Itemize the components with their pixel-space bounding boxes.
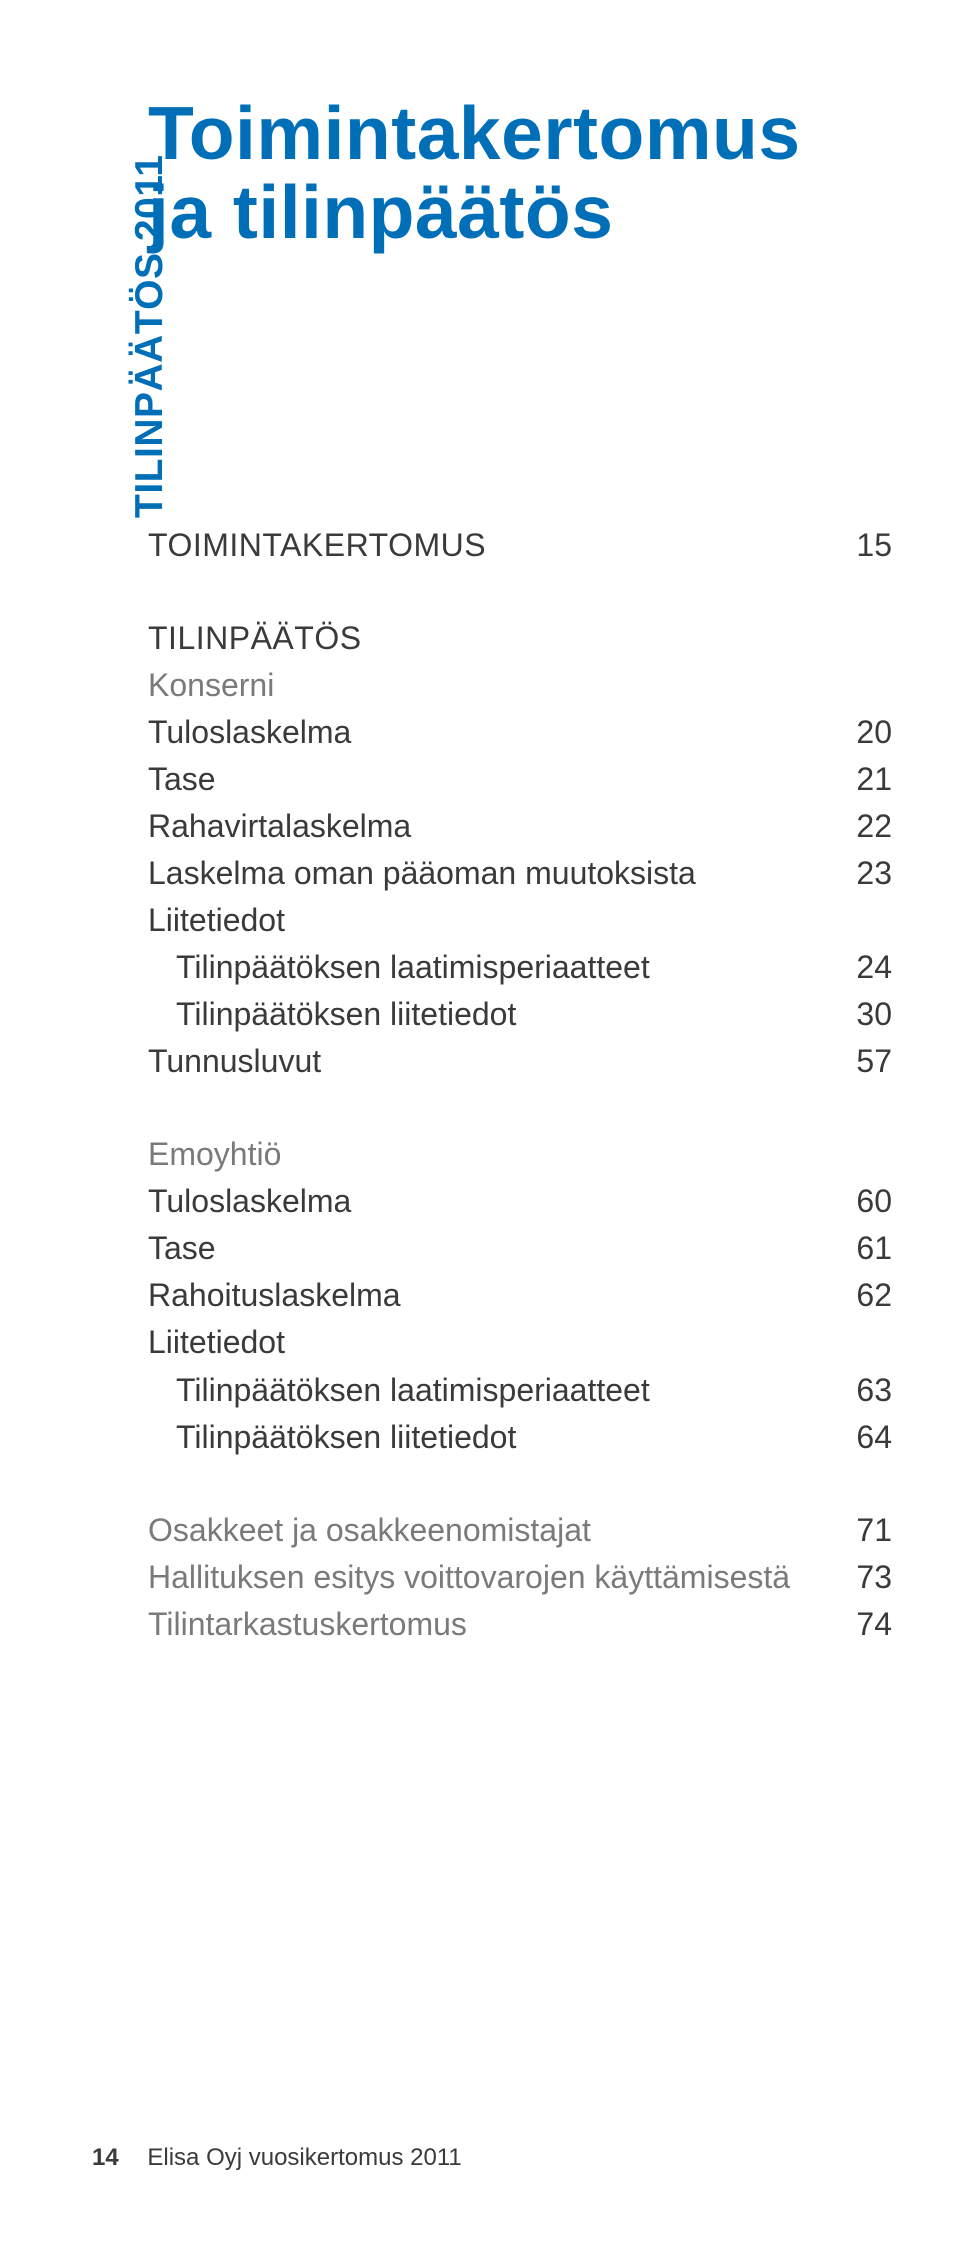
toc-label: Tilinpäätöksen liitetiedot xyxy=(148,1414,516,1461)
toc-row[interactable]: Rahoituslaskelma 62 xyxy=(148,1272,892,1319)
toc-label: Rahoituslaskelma xyxy=(148,1272,401,1319)
toc-row[interactable]: Osakkeet ja osakkeenomistajat 71 xyxy=(148,1507,892,1554)
toc-subsection: Emoyhtiö xyxy=(148,1131,892,1178)
toc-label: Liitetiedot xyxy=(148,1319,285,1366)
title-line-2: ja tilinpäätös xyxy=(148,173,801,252)
toc-label: Tunnusluvut xyxy=(148,1038,321,1085)
toc-row[interactable]: Rahavirtalaskelma 22 xyxy=(148,803,892,850)
toc-label: Tilintarkastuskertomus xyxy=(148,1601,467,1648)
toc-row[interactable]: Tilinpäätöksen liitetiedot 64 xyxy=(148,1414,892,1461)
toc-label: Laskelma oman pääoman muutoksista xyxy=(148,850,696,897)
toc-row[interactable]: Laskelma oman pääoman muutoksista 23 xyxy=(148,850,892,897)
toc-row[interactable]: Toimintakertomus 15 xyxy=(148,522,892,569)
toc-page: 61 xyxy=(856,1225,892,1272)
toc-page: 73 xyxy=(856,1554,892,1601)
toc-row: Liitetiedot xyxy=(148,1319,892,1366)
toc-label: Tilinpäätöksen laatimisperiaatteet xyxy=(148,1367,650,1414)
toc-page: 57 xyxy=(856,1038,892,1085)
toc-label: Tilinpäätös xyxy=(148,615,362,662)
toc-row: Liitetiedot xyxy=(148,897,892,944)
footer-text: Elisa Oyj vuosikertomus 2011 xyxy=(147,2144,461,2171)
toc-label: Tuloslaskelma xyxy=(148,709,351,756)
toc-page: 23 xyxy=(856,850,892,897)
toc-label: Liitetiedot xyxy=(148,897,285,944)
toc-row[interactable]: Tuloslaskelma 20 xyxy=(148,709,892,756)
toc-row[interactable]: Hallituksen esitys voittovarojen käyttäm… xyxy=(148,1554,892,1601)
toc-page: 24 xyxy=(856,944,892,991)
toc-label: Tilinpäätöksen laatimisperiaatteet xyxy=(148,944,650,991)
page-title: Toimintakertomus ja tilinpäätös xyxy=(148,94,801,252)
toc-page: 71 xyxy=(856,1507,892,1554)
toc-row[interactable]: Tilintarkastuskertomus 74 xyxy=(148,1601,892,1648)
toc-label: Konserni xyxy=(148,662,274,709)
toc-label: Tuloslaskelma xyxy=(148,1178,351,1225)
toc-label: Hallituksen esitys voittovarojen käyttäm… xyxy=(148,1554,790,1601)
toc-row[interactable]: Tilinpäätöksen laatimisperiaatteet 63 xyxy=(148,1367,892,1414)
toc-label: Toimintakertomus xyxy=(148,522,486,569)
toc-label: Osakkeet ja osakkeenomistajat xyxy=(148,1507,591,1554)
toc-row[interactable]: Tilinpäätöksen liitetiedot 30 xyxy=(148,991,892,1038)
toc-page: 21 xyxy=(856,756,892,803)
toc-label: Tase xyxy=(148,1225,216,1272)
toc-row[interactable]: Tase 21 xyxy=(148,756,892,803)
toc-page: 64 xyxy=(856,1414,892,1461)
toc-label: Rahavirtalaskelma xyxy=(148,803,411,850)
toc-page: 15 xyxy=(856,522,892,569)
toc-page: 30 xyxy=(856,991,892,1038)
toc-row[interactable]: Tilinpäätöksen laatimisperiaatteet 24 xyxy=(148,944,892,991)
toc-label: Tase xyxy=(148,756,216,803)
footer-page-number: 14 xyxy=(92,2144,119,2171)
toc-subsection: Konserni xyxy=(148,662,892,709)
toc-page: 63 xyxy=(856,1367,892,1414)
toc-row[interactable]: Tase 61 xyxy=(148,1225,892,1272)
page: TILINPÄÄTÖS 2011 Toimintakertomus ja til… xyxy=(0,0,960,2252)
toc-page: 22 xyxy=(856,803,892,850)
toc-section-header: Tilinpäätös xyxy=(148,615,892,662)
toc-page: 62 xyxy=(856,1272,892,1319)
toc-label: Emoyhtiö xyxy=(148,1131,281,1178)
toc-label: Tilinpäätöksen liitetiedot xyxy=(148,991,516,1038)
toc-page: 60 xyxy=(856,1178,892,1225)
toc-row[interactable]: Tuloslaskelma 60 xyxy=(148,1178,892,1225)
table-of-contents: Toimintakertomus 15 Tilinpäätös Konserni… xyxy=(148,522,892,1648)
title-line-1: Toimintakertomus xyxy=(148,94,801,173)
toc-page: 74 xyxy=(856,1601,892,1648)
page-footer: 14 Elisa Oyj vuosikertomus 2011 xyxy=(92,2144,462,2172)
toc-row[interactable]: Tunnusluvut 57 xyxy=(148,1038,892,1085)
toc-page: 20 xyxy=(856,709,892,756)
